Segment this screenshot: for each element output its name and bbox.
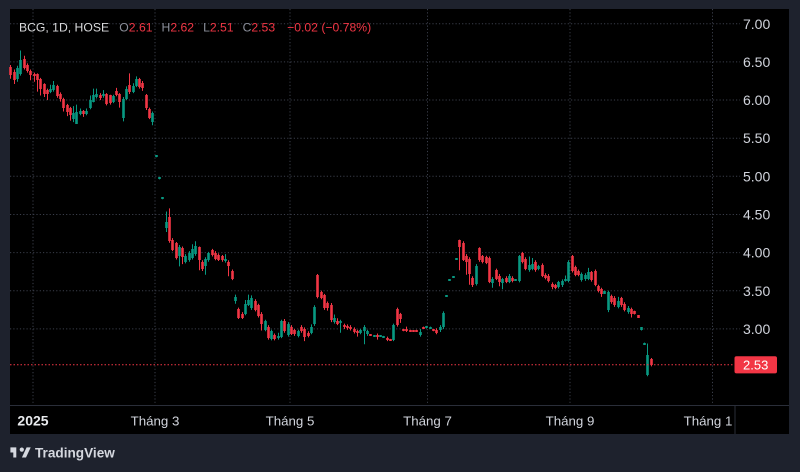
svg-text:Tháng 9: Tháng 9: [546, 414, 595, 429]
svg-text:5.00: 5.00: [743, 168, 770, 184]
svg-text:Tháng 1: Tháng 1: [684, 414, 733, 429]
svg-text:6.00: 6.00: [743, 92, 770, 108]
svg-text:3.50: 3.50: [743, 283, 770, 299]
svg-text:2.53: 2.53: [743, 357, 768, 372]
svg-text:Tháng 3: Tháng 3: [131, 414, 180, 429]
svg-text:TradingView: TradingView: [35, 445, 115, 460]
svg-text:4.00: 4.00: [743, 245, 770, 261]
svg-text:Tháng 5: Tháng 5: [266, 414, 315, 429]
svg-text:BCG, 1D, HOSE: BCG, 1D, HOSE: [19, 21, 109, 35]
svg-text:5.50: 5.50: [743, 130, 770, 146]
svg-text:3.00: 3.00: [743, 321, 770, 337]
svg-text:7.00: 7.00: [743, 16, 770, 32]
svg-text:2025: 2025: [17, 413, 48, 429]
svg-text:Tháng 7: Tháng 7: [403, 414, 452, 429]
svg-text:6.50: 6.50: [743, 54, 770, 70]
svg-text:4.50: 4.50: [743, 207, 770, 223]
